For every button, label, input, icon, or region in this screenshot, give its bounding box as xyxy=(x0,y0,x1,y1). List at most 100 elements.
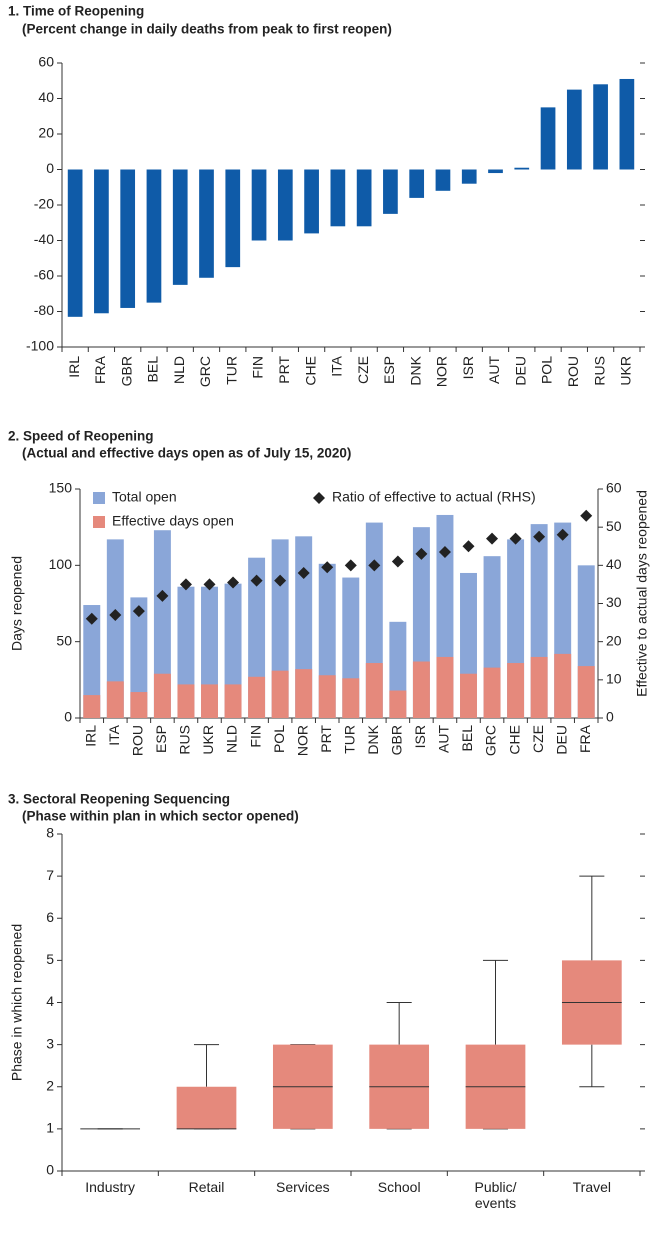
x-tick-label: GBR xyxy=(389,725,405,755)
x-tick-label: FIN xyxy=(247,725,263,748)
y2-tick-label: 20 xyxy=(606,632,622,648)
x-tick-label: GBR xyxy=(118,356,134,386)
chart-title: 2. Speed of Reopening xyxy=(8,429,154,444)
x-tick-label: ITA xyxy=(329,355,345,376)
x-tick-label: IRL xyxy=(82,725,98,747)
bar xyxy=(199,169,214,278)
bar xyxy=(460,673,477,718)
y-tick-label: 3 xyxy=(46,1035,54,1051)
y2-tick-label: 0 xyxy=(606,709,614,725)
bar xyxy=(330,169,346,227)
bar xyxy=(94,169,109,314)
bar xyxy=(120,169,136,308)
x-tick-label: ISR xyxy=(412,725,428,748)
x-tick-label: Public/ events xyxy=(474,1179,517,1211)
y-tick-label: -80 xyxy=(34,302,54,318)
x-tick-label: TUR xyxy=(223,356,239,385)
y-tick-label: 8 xyxy=(46,825,54,841)
x-tick-label: UKR xyxy=(200,725,216,755)
x-tick-label: Services xyxy=(275,1179,330,1195)
legend-label: Total open xyxy=(112,489,177,505)
y-tick-label: -100 xyxy=(26,338,54,354)
x-tick-label: Travel xyxy=(572,1179,612,1195)
y-tick-label: 20 xyxy=(38,125,54,141)
x-tick-label: NOR xyxy=(434,356,450,387)
bar xyxy=(201,684,218,718)
bar xyxy=(577,666,595,718)
x-tick-label: NLD xyxy=(171,356,187,384)
bar xyxy=(130,597,148,718)
bar xyxy=(83,605,101,718)
x-tick-label: GRC xyxy=(483,725,499,756)
x-tick-label: DEU xyxy=(512,356,528,386)
y-tick-label: 6 xyxy=(46,909,54,925)
chart-title: 1. Time of Reopening xyxy=(8,4,144,19)
chart-title: 3. Sectoral Reopening Sequencing xyxy=(8,792,230,807)
x-tick-label: FRA xyxy=(92,355,108,384)
bar xyxy=(67,169,83,317)
ratio-marker xyxy=(368,559,381,572)
ratio-marker xyxy=(509,532,522,545)
bar xyxy=(153,673,171,718)
bar xyxy=(435,169,451,191)
bar xyxy=(304,169,319,234)
ratio-marker xyxy=(580,509,593,522)
bar xyxy=(436,656,454,718)
x-tick-label: PRT xyxy=(318,725,334,753)
bar xyxy=(153,530,171,718)
y2-axis-label: Effective to actual days reopened xyxy=(634,490,650,697)
y2-tick-label: 60 xyxy=(606,480,622,496)
ratio-marker xyxy=(391,555,404,568)
x-tick-label: School xyxy=(377,1179,421,1195)
x-tick-label: AUT xyxy=(436,725,452,753)
bar xyxy=(130,692,148,718)
bar xyxy=(295,669,313,718)
x-tick-label: CHE xyxy=(506,725,522,755)
bar xyxy=(318,675,336,718)
x-tick-label: POL xyxy=(539,356,555,384)
y-tick-label: 60 xyxy=(38,54,54,70)
x-tick-label: NOR xyxy=(294,725,310,756)
ratio-marker xyxy=(227,576,240,589)
bar xyxy=(461,169,477,184)
bar xyxy=(106,539,124,718)
y-tick-label: -40 xyxy=(34,231,54,247)
bar xyxy=(342,678,360,718)
ratio-marker xyxy=(438,545,451,558)
ratio-marker xyxy=(486,532,499,545)
x-tick-label: DNK xyxy=(365,724,381,754)
y-tick-label: 100 xyxy=(49,556,73,572)
chart-subtitle: (Actual and effective days open as of Ju… xyxy=(22,446,351,461)
bar xyxy=(488,169,503,174)
bar xyxy=(383,169,398,214)
x-tick-label: ROU xyxy=(565,356,581,387)
bar xyxy=(409,169,425,198)
bar xyxy=(483,667,501,718)
y-axis-label: Phase in which reopened xyxy=(9,924,25,1081)
y-axis-label: Days reopened xyxy=(9,556,25,651)
ratio-marker xyxy=(344,559,357,572)
bar xyxy=(530,656,548,718)
x-tick-label: Industry xyxy=(85,1179,136,1195)
chart-subtitle: (Percent change in daily deaths from pea… xyxy=(22,22,392,37)
ratio-marker xyxy=(533,530,546,543)
ratio-marker xyxy=(250,574,263,587)
box xyxy=(176,1086,237,1129)
chart-subtitle: (Phase within plan in which sector opene… xyxy=(22,809,299,824)
x-tick-label: ISR xyxy=(460,356,476,379)
y-tick-label: 50 xyxy=(56,632,72,648)
y-tick-label: 40 xyxy=(38,89,54,105)
x-tick-label: CZE xyxy=(355,356,371,384)
y-tick-label: 7 xyxy=(46,867,54,883)
x-tick-label: BEL xyxy=(145,356,161,383)
x-tick-label: Retail xyxy=(188,1179,225,1195)
x-tick-label: FRA xyxy=(577,724,593,753)
x-tick-label: GRC xyxy=(197,356,213,387)
x-tick-label: CHE xyxy=(302,356,318,386)
y-tick-label: 0 xyxy=(64,709,72,725)
x-tick-label: PRT xyxy=(276,356,292,384)
y-tick-label: 150 xyxy=(49,480,73,496)
ratio-marker xyxy=(179,578,192,591)
bar xyxy=(248,676,266,718)
